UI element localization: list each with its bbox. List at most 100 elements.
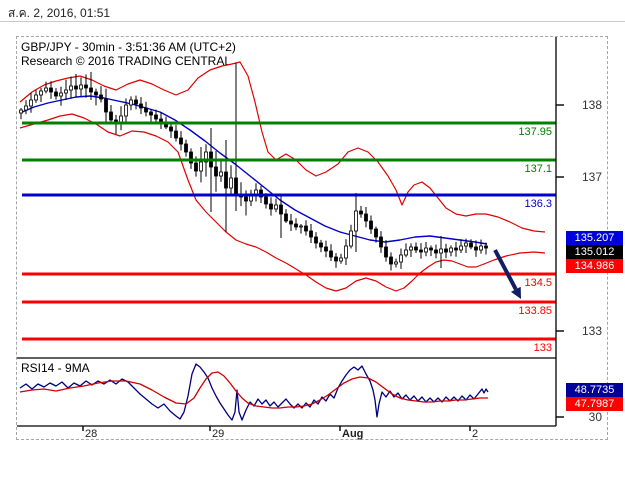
candle-body: [24, 105, 28, 111]
level-label: 133: [533, 342, 552, 354]
candle-body: [429, 247, 433, 251]
candle-body: [479, 245, 483, 251]
candle-body: [484, 245, 488, 249]
candle-body: [204, 151, 208, 163]
forecast-arrow-head: [510, 286, 521, 299]
candle-body: [389, 256, 393, 265]
candle-body: [289, 220, 293, 225]
candle-body: [189, 151, 193, 164]
level-label: 136.3: [524, 198, 552, 210]
candle-body: [144, 107, 148, 113]
candle-body: [344, 245, 348, 259]
x-axis-label: 2: [472, 428, 479, 440]
candle-body: [154, 114, 158, 120]
candle-body: [54, 91, 58, 97]
candle-body: [339, 257, 343, 262]
candle-body: [229, 177, 233, 189]
x-axis-label: 29: [212, 428, 225, 440]
rsi-ma-value-badge: 47.7987: [566, 397, 623, 411]
candle-body: [294, 223, 298, 228]
level-label: 134.5: [524, 277, 552, 289]
candle-body: [269, 203, 273, 210]
candle-body: [249, 195, 253, 202]
band-value-badge: 134.986: [566, 259, 623, 273]
y-axis-tick-label: 138: [581, 98, 602, 112]
candle-body: [474, 246, 478, 251]
candle-body: [39, 90, 43, 96]
candle-body: [464, 242, 468, 247]
candle-body: [459, 245, 463, 251]
candle-body: [404, 249, 408, 256]
candle-body: [59, 92, 63, 97]
header-divider: [0, 21, 625, 22]
candle-body: [309, 230, 313, 238]
candle-body: [324, 246, 328, 252]
candle-body: [314, 236, 318, 244]
candle-body: [449, 247, 453, 253]
candle-body: [379, 236, 383, 248]
candle-body: [359, 210, 363, 215]
candle-body: [129, 99, 133, 106]
candle-body: [279, 204, 283, 215]
candle-body: [284, 213, 288, 222]
candle-body: [224, 171, 228, 189]
candle-body: [64, 89, 68, 94]
candle-body: [414, 246, 418, 251]
lower-band-line: [19, 113, 546, 292]
candle-body: [349, 230, 353, 247]
candle-body: [334, 256, 338, 262]
x-axis-label: 28: [85, 428, 98, 440]
candle-body: [469, 242, 473, 248]
candle-body: [319, 242, 323, 248]
candle-body: [74, 85, 78, 90]
chart-copyright: Research © 2016 TRADING CENTRAL: [21, 54, 232, 68]
candle-body: [34, 94, 38, 101]
candle-body: [419, 249, 423, 253]
rsi-ma-line: [19, 371, 488, 409]
candle-body: [149, 111, 153, 116]
candle-body: [234, 177, 238, 195]
candle-body: [439, 248, 443, 254]
candle-body: [104, 98, 108, 113]
candle-body: [79, 84, 83, 90]
candle-body: [364, 213, 368, 222]
candle-body: [329, 250, 333, 258]
candle-body: [89, 87, 93, 93]
candle-body: [94, 91, 98, 96]
y-axis-tick-label: 133: [581, 324, 602, 338]
candle-body: [19, 109, 23, 114]
candle-body: [49, 87, 53, 93]
ma-value-badge: 135.207: [566, 231, 623, 245]
y-axis-tick-label: 137: [581, 170, 602, 184]
candle-body: [219, 171, 223, 177]
rsi-value-badge: 48.7735: [566, 383, 623, 397]
candle-body: [444, 248, 448, 253]
candle-body: [434, 249, 438, 254]
candle-body: [84, 84, 88, 89]
candle-body: [214, 166, 218, 177]
level-label: 133.85: [518, 305, 552, 317]
candle-body: [199, 161, 203, 172]
candle-body: [454, 247, 458, 251]
moving-average-line: [19, 95, 488, 245]
candle-body: [109, 111, 113, 121]
candle-body: [69, 85, 73, 91]
level-label: 137.95: [518, 126, 552, 138]
candle-body: [194, 162, 198, 172]
candle-body: [354, 210, 358, 232]
rsi-indicator-label: RSI14 - 9MA: [21, 361, 90, 375]
candle-body: [44, 87, 48, 92]
candle-body: [409, 246, 413, 251]
candle-body: [134, 99, 138, 105]
candle-body: [424, 247, 428, 253]
header-date: ส.ค. 2, 2016, 01:51: [8, 6, 111, 20]
last-price-badge: 135.012: [566, 245, 623, 259]
candle-body: [29, 99, 33, 107]
candle-body: [299, 225, 303, 228]
rsi-line: [19, 363, 489, 421]
y-axis-tick-label: 30: [588, 410, 602, 424]
candle-body: [274, 204, 278, 210]
forecast-arrow-shaft: [493, 249, 518, 291]
